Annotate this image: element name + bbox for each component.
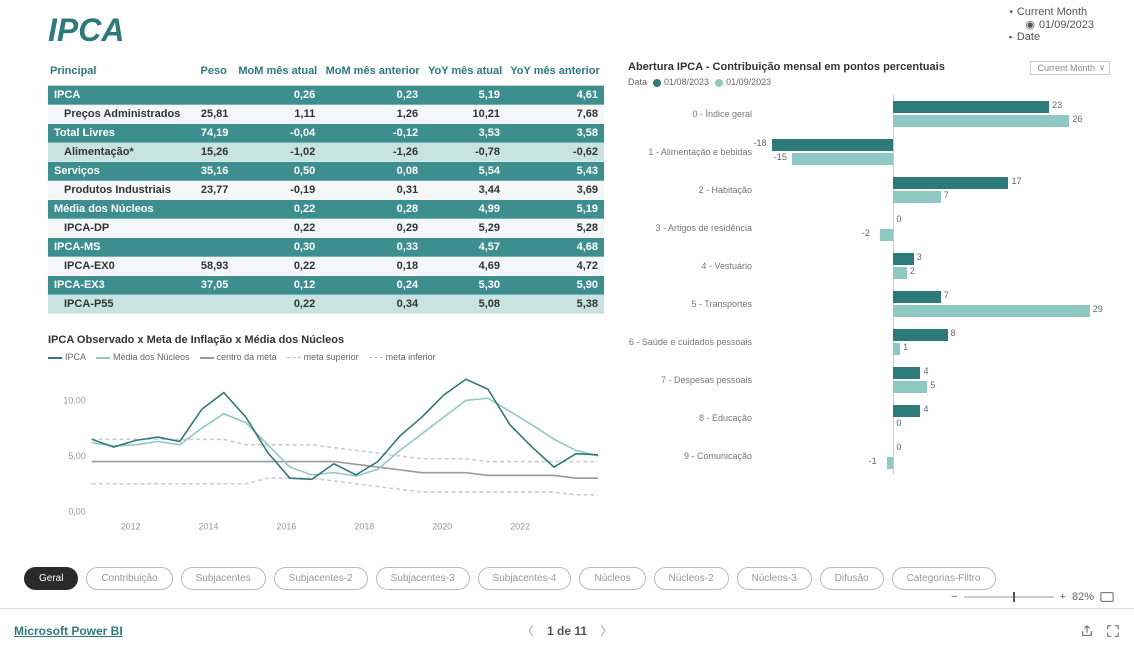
- tab-subjacentes-4[interactable]: Subjacentes-4: [478, 567, 572, 590]
- svg-text:0,00: 0,00: [68, 507, 85, 517]
- tab-geral[interactable]: Geral: [24, 567, 78, 590]
- tab-contribuição[interactable]: Contribuição: [86, 567, 172, 590]
- line-chart: 0,00 5,00 10,00 2012 2014 2016 2018 2020 2022: [48, 366, 604, 536]
- main-table: PrincipalPesoMoM mês atualMoM mês anteri…: [48, 61, 604, 314]
- table-row[interactable]: Total Livres74,19-0,04-0,123,533,58: [48, 124, 604, 143]
- svg-text:2018: 2018: [354, 521, 374, 531]
- table-header: MoM mês anterior: [321, 61, 424, 86]
- table-header: Peso: [193, 61, 234, 86]
- svg-text:10,00: 10,00: [63, 395, 85, 405]
- zoom-value: 82%: [1072, 591, 1094, 603]
- svg-text:2020: 2020: [432, 521, 452, 531]
- bar-row: 8 - Educação40: [628, 399, 1110, 437]
- zoom-in-button[interactable]: +: [1060, 591, 1066, 603]
- table-header: YoY mês atual: [424, 61, 506, 86]
- next-page-button[interactable]: 〉: [600, 624, 612, 638]
- tab-subjacentes-2[interactable]: Subjacentes-2: [274, 567, 368, 590]
- svg-text:2014: 2014: [199, 521, 219, 531]
- bar-chart-title: Abertura IPCA - Contribuição mensal em p…: [628, 61, 1020, 73]
- bar-chart-dropdown[interactable]: Current Month: [1030, 61, 1110, 75]
- tab-núcleos-3[interactable]: Núcleos-3: [737, 567, 812, 590]
- table-row[interactable]: Preços Administrados25,811,111,2610,217,…: [48, 105, 604, 124]
- table-header: YoY mês anterior: [506, 61, 604, 86]
- svg-text:2022: 2022: [510, 521, 530, 531]
- table-row[interactable]: IPCA0,260,235,194,61: [48, 86, 604, 105]
- tab-categorias-filtro[interactable]: Categorias-Filtro: [892, 567, 996, 590]
- table-row[interactable]: IPCA-MS0,300,334,574,68: [48, 238, 604, 257]
- line-chart-title: IPCA Observado x Meta de Inflação x Médi…: [48, 334, 604, 346]
- slicer-current-month[interactable]: ▾Current Month: [1009, 6, 1094, 18]
- tab-núcleos[interactable]: Núcleos: [579, 567, 645, 590]
- page-indicator: 〈 1 de 11 〉: [512, 622, 623, 639]
- svg-text:5,00: 5,00: [68, 451, 85, 461]
- svg-text:2016: 2016: [277, 521, 297, 531]
- tab-subjacentes-3[interactable]: Subjacentes-3: [376, 567, 470, 590]
- table-row[interactable]: IPCA-EX337,050,120,245,305,90: [48, 276, 604, 295]
- prev-page-button[interactable]: 〈: [522, 624, 534, 638]
- table-row[interactable]: Serviços35,160,500,085,545,43: [48, 162, 604, 181]
- svg-text:2012: 2012: [121, 521, 141, 531]
- tab-strip: Geral Contribuição Subjacentes Subjacentes-…: [24, 567, 1122, 590]
- slicer-panel: ▾Current Month 01/09/2023 ▸Date: [1009, 6, 1094, 43]
- zoom-out-button[interactable]: −: [951, 591, 957, 603]
- bar-row: 3 - Artigos de residência0-2: [628, 209, 1110, 247]
- zoom-slider[interactable]: [964, 596, 1054, 598]
- slicer-date[interactable]: ▸Date: [1009, 31, 1094, 43]
- fit-page-icon[interactable]: [1100, 590, 1114, 604]
- bar-chart-legend: Data01/08/202301/09/2023: [628, 77, 1020, 87]
- table-row[interactable]: IPCA-DP0,220,295,295,28: [48, 219, 604, 238]
- tab-núcleos-2[interactable]: Núcleos-2: [654, 567, 729, 590]
- table-row[interactable]: Alimentação*15,26-1,02-1,26-0,78-0,62: [48, 143, 604, 162]
- fullscreen-icon[interactable]: [1106, 624, 1120, 638]
- bar-row: 6 - Saúde e cuidados pessoais81: [628, 323, 1110, 361]
- tab-difusão[interactable]: Difusão: [820, 567, 884, 590]
- tab-subjacentes[interactable]: Subjacentes: [181, 567, 266, 590]
- table-header: Principal: [48, 61, 193, 86]
- bar-row: 7 - Despesas pessoais45: [628, 361, 1110, 399]
- bar-row: 0 - Índice geral2326: [628, 95, 1110, 133]
- zoom-control: − + 82%: [951, 590, 1114, 604]
- table-row[interactable]: IPCA-P550,220,345,085,38: [48, 295, 604, 314]
- table-row[interactable]: IPCA-EX058,930,220,184,694,72: [48, 257, 604, 276]
- line-chart-legend: IPCAMédia dos Núcleoscentro da metameta …: [48, 352, 604, 362]
- bar-row: 5 - Transportes729: [628, 285, 1110, 323]
- bar-row: 9 - Comunicação0-1: [628, 437, 1110, 475]
- table-header: MoM mês atual: [234, 61, 321, 86]
- bar-row: 2 - Habitação177: [628, 171, 1110, 209]
- bar-row: 4 - Vestuário32: [628, 247, 1110, 285]
- page-title: IPCA: [24, 12, 1110, 49]
- share-icon[interactable]: [1080, 624, 1094, 638]
- slicer-date-value[interactable]: 01/09/2023: [1009, 18, 1094, 31]
- table-row[interactable]: Média dos Núcleos0,220,284,995,19: [48, 200, 604, 219]
- bar-row: 1 - Alimentação e bebidas-18-15: [628, 133, 1110, 171]
- table-row[interactable]: Produtos Industriais23,77-0,190,313,443,…: [48, 181, 604, 200]
- bar-chart: 0 - Índice geral23261 - Alimentação e be…: [628, 95, 1110, 475]
- powerbi-brand-link[interactable]: Microsoft Power BI: [14, 624, 123, 638]
- footer-bar: Microsoft Power BI 〈 1 de 11 〉: [0, 608, 1134, 652]
